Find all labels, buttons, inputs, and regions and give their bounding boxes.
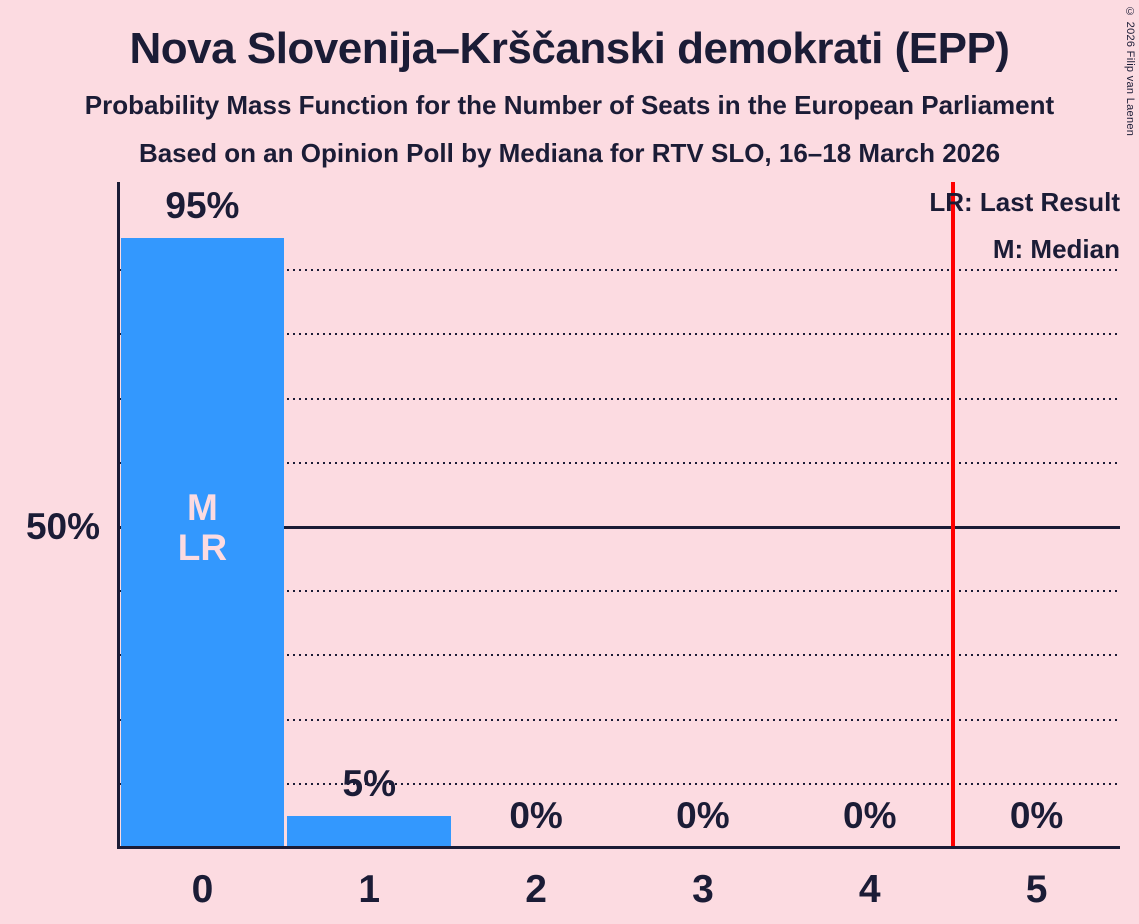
gridline-70pct	[119, 397, 1120, 400]
gridline-40pct	[119, 590, 1120, 593]
gridline-60pct	[119, 461, 1120, 464]
x-tick-label-1: 1	[358, 868, 381, 911]
legend-last-result: LR: Last Result	[929, 187, 1120, 217]
gridline-30pct	[119, 654, 1120, 657]
gridline-20pct	[119, 718, 1120, 721]
legend: LR: Last Result M: Median	[929, 179, 1120, 273]
last-result-threshold-line	[951, 182, 956, 848]
chart-source-line: Based on an Opinion Poll by Mediana for …	[138, 138, 1001, 168]
gridline-50pct-solid	[119, 525, 1120, 529]
bar-value-label-0: 95%	[165, 185, 240, 227]
chart-subtitle: Probability Mass Function for the Number…	[84, 90, 1055, 120]
x-tick-label-5: 5	[1025, 868, 1048, 911]
bar-seats-1	[287, 815, 452, 848]
x-tick-label-3: 3	[692, 868, 714, 911]
x-tick-label-4: 4	[858, 868, 881, 911]
bar-value-label-3: 0%	[676, 795, 730, 836]
legend-median: M: Median	[992, 234, 1120, 264]
x-axis-line	[117, 846, 1120, 849]
bar-value-label-4: 0%	[843, 795, 897, 836]
bar-value-label-1: 5%	[342, 762, 396, 804]
median-label: M	[187, 487, 218, 528]
y-axis-line	[117, 182, 120, 848]
x-tick-label-2: 2	[525, 868, 547, 911]
median-last-result-annotation: M LR	[119, 488, 286, 568]
y-axis-50pct-label: 50%	[25, 506, 100, 547]
bar-value-label-5: 0%	[1009, 795, 1064, 836]
last-result-label: LR	[177, 527, 228, 568]
x-tick-label-0: 0	[191, 868, 214, 911]
bar-seats-0	[120, 238, 285, 848]
bar-value-label-2: 0%	[509, 795, 563, 836]
gridline-80pct	[119, 333, 1120, 336]
copyright-notice: © 2026 Filip van Laenen	[1124, 6, 1136, 137]
gridline-10pct	[119, 782, 1120, 785]
gridline-90pct	[119, 269, 1120, 272]
chart-title: Nova Slovenija–Krščanski demokrati (EPP)	[129, 24, 1010, 73]
